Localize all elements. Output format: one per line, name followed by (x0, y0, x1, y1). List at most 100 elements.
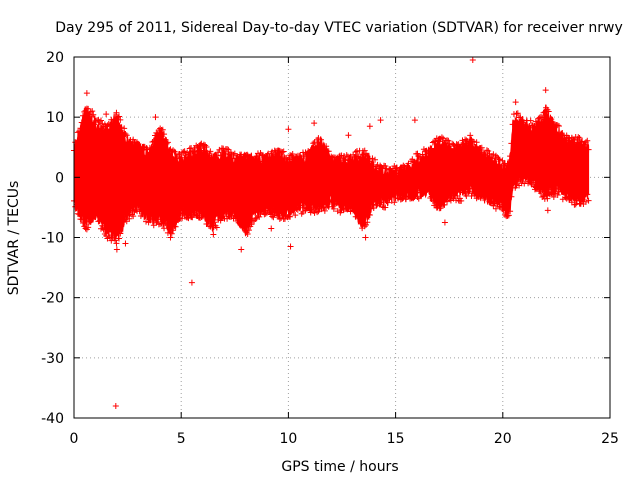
sdtvar-point (136, 143, 143, 150)
sdtvar-outlier (366, 123, 373, 130)
sdtvar-point (179, 149, 186, 156)
x-axis-label: GPS time / hours (281, 459, 398, 475)
sdtvar-point (297, 155, 304, 162)
sdtvar-outlier (113, 246, 120, 253)
sdtvar-point (426, 150, 433, 157)
sdtvar-point (221, 150, 228, 157)
sdtvar-point (213, 152, 220, 159)
sdtvar-point (544, 195, 551, 202)
sdtvar-point (505, 212, 512, 219)
sdtvar-point (321, 207, 328, 214)
sdtvar-point (312, 145, 319, 152)
sdtvar-point (451, 192, 458, 199)
sdtvar-point (500, 162, 507, 169)
sdtvar-point (132, 206, 139, 213)
sdtvar-point (392, 190, 399, 197)
sdtvar-point (447, 145, 454, 152)
sdtvar-point (364, 153, 371, 160)
sdtvar-point (98, 225, 105, 232)
sdtvar-point (415, 195, 422, 202)
sdtvar-point (238, 151, 245, 158)
sdtvar-point (543, 190, 550, 197)
sdtvar-point (474, 145, 481, 152)
sdtvar-point (428, 193, 435, 200)
sdtvar-outlier (345, 132, 352, 139)
sdtvar-point (272, 209, 279, 216)
sdtvar-point (441, 140, 448, 147)
sdtvar-point (182, 152, 189, 159)
sdtvar-point (572, 194, 579, 201)
sdtvar-outlier (572, 201, 579, 208)
sdtvar-point (378, 199, 385, 206)
sdtvar-point (137, 213, 144, 220)
sdtvar-point (462, 189, 469, 196)
sdtvar-point (116, 113, 123, 120)
sdtvar-point (287, 213, 294, 220)
sdtvar-point (418, 156, 425, 163)
sdtvar-point (356, 147, 363, 154)
sdtvar-point (256, 213, 263, 220)
sdtvar-point (230, 151, 237, 158)
sdtvar-point (341, 157, 348, 164)
sdtvar-point (570, 193, 577, 200)
sdtvar-point (213, 224, 220, 231)
sdtvar-point (419, 151, 426, 158)
sdtvar-point (118, 221, 125, 228)
sdtvar-point (431, 138, 438, 145)
sdtvar-point (76, 211, 83, 218)
sdtvar-point (319, 201, 326, 208)
sdtvar-point (517, 176, 524, 183)
sdtvar-point (550, 120, 557, 127)
sdtvar-point (584, 191, 591, 198)
sdtvar-point (217, 152, 224, 159)
sdtvar-point (472, 189, 479, 196)
sdtvar-point (180, 148, 187, 155)
x-tick-label: 20 (494, 431, 512, 447)
sdtvar-point (370, 163, 377, 170)
sdtvar-point (383, 165, 390, 172)
sdtvar-point (244, 231, 251, 238)
sdtvar-point (451, 142, 458, 149)
sdtvar-point (197, 147, 204, 154)
sdtvar-point (176, 151, 183, 158)
sdtvar-point (90, 215, 97, 222)
sdtvar-point (207, 223, 214, 230)
sdtvar-point (550, 194, 557, 201)
sdtvar-point (207, 148, 214, 155)
x-tick-label: 10 (279, 431, 297, 447)
sdtvar-point (581, 192, 588, 199)
sdtvar-point (182, 209, 189, 216)
sdtvar-point (343, 202, 350, 209)
sdtvar-point (91, 121, 98, 128)
sdtvar-point (208, 154, 215, 161)
sdtvar-point (193, 142, 200, 149)
y-axis-label: SDTVAR / TECUs (6, 181, 22, 296)
sdtvar-point (90, 111, 97, 118)
sdtvar-point (492, 205, 499, 212)
data-points (71, 57, 592, 409)
x-tick-label: 5 (177, 431, 186, 447)
sdtvar-point (355, 153, 362, 160)
sdtvar-point (253, 214, 260, 221)
sdtvar-point (168, 230, 175, 237)
sdtvar-point (125, 212, 132, 219)
sdtvar-point (355, 214, 362, 221)
sdtvar-point (546, 191, 553, 198)
sdtvar-point (437, 205, 444, 212)
sdtvar-outlier (377, 117, 384, 124)
sdtvar-point (191, 209, 198, 216)
sdtvar-point (323, 143, 330, 150)
sdtvar-point (568, 134, 575, 141)
sdtvar-point (131, 139, 138, 146)
sdtvar-point (112, 237, 119, 244)
sdtvar-point (117, 230, 124, 237)
sdtvar-point (509, 121, 516, 128)
sdtvar-point (369, 201, 376, 208)
sdtvar-point (325, 203, 332, 210)
sdtvar-point (198, 210, 205, 217)
sdtvar-point (495, 155, 502, 162)
sdtvar-point (148, 145, 155, 152)
sdtvar-point (499, 157, 506, 164)
sdtvar-point (582, 198, 589, 205)
